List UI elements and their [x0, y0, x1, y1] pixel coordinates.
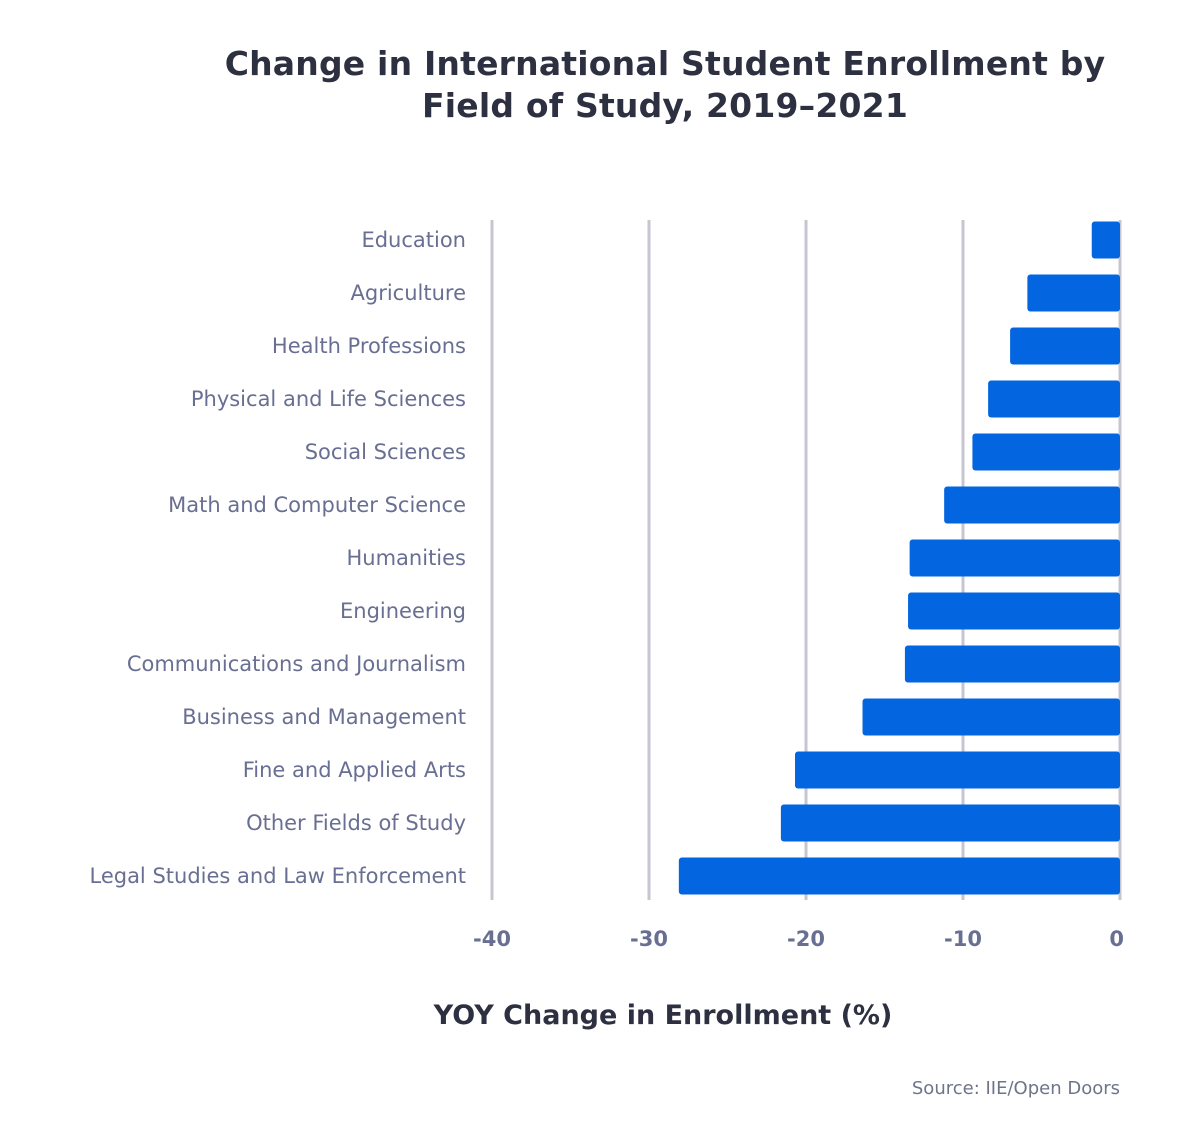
x-tick-label: 0: [1109, 927, 1124, 951]
chart-title-line-1: Change in International Student Enrollme…: [224, 44, 1106, 83]
x-tick-label: -20: [787, 927, 825, 951]
category-label: Education: [361, 228, 466, 252]
category-label: Other Fields of Study: [246, 811, 466, 835]
category-label: Math and Computer Science: [168, 493, 466, 517]
source-note: Source: IIE/Open Doors: [911, 1078, 1120, 1099]
chart-title-line-2: Field of Study, 2019–2021: [422, 86, 908, 125]
bar: [988, 380, 1120, 418]
x-axis-label: YOY Change in Enrollment (%): [433, 1000, 893, 1031]
category-label: Engineering: [340, 599, 466, 623]
bar: [678, 857, 1120, 895]
bar: [1010, 327, 1120, 365]
x-tick-label: -40: [473, 927, 511, 951]
bar: [904, 645, 1120, 683]
bar: [909, 539, 1120, 577]
category-label: Fine and Applied Arts: [243, 758, 466, 782]
x-tick-label: -30: [630, 927, 668, 951]
bar: [972, 433, 1120, 471]
category-label: Legal Studies and Law Enforcement: [89, 864, 466, 888]
bar: [862, 698, 1120, 736]
bar: [1027, 274, 1120, 312]
category-label: Social Sciences: [305, 440, 466, 464]
bar: [780, 804, 1120, 842]
category-label: Agriculture: [351, 281, 467, 305]
category-label: Business and Management: [182, 705, 466, 729]
category-label: Communications and Journalism: [127, 652, 466, 676]
category-label: Health Professions: [272, 334, 466, 358]
category-label: Physical and Life Sciences: [191, 387, 466, 411]
bar: [944, 486, 1120, 524]
bar: [908, 592, 1120, 630]
category-label: Humanities: [347, 546, 467, 570]
bar: [795, 751, 1120, 789]
bar: [1091, 221, 1120, 259]
x-tick-label: -10: [944, 927, 982, 951]
